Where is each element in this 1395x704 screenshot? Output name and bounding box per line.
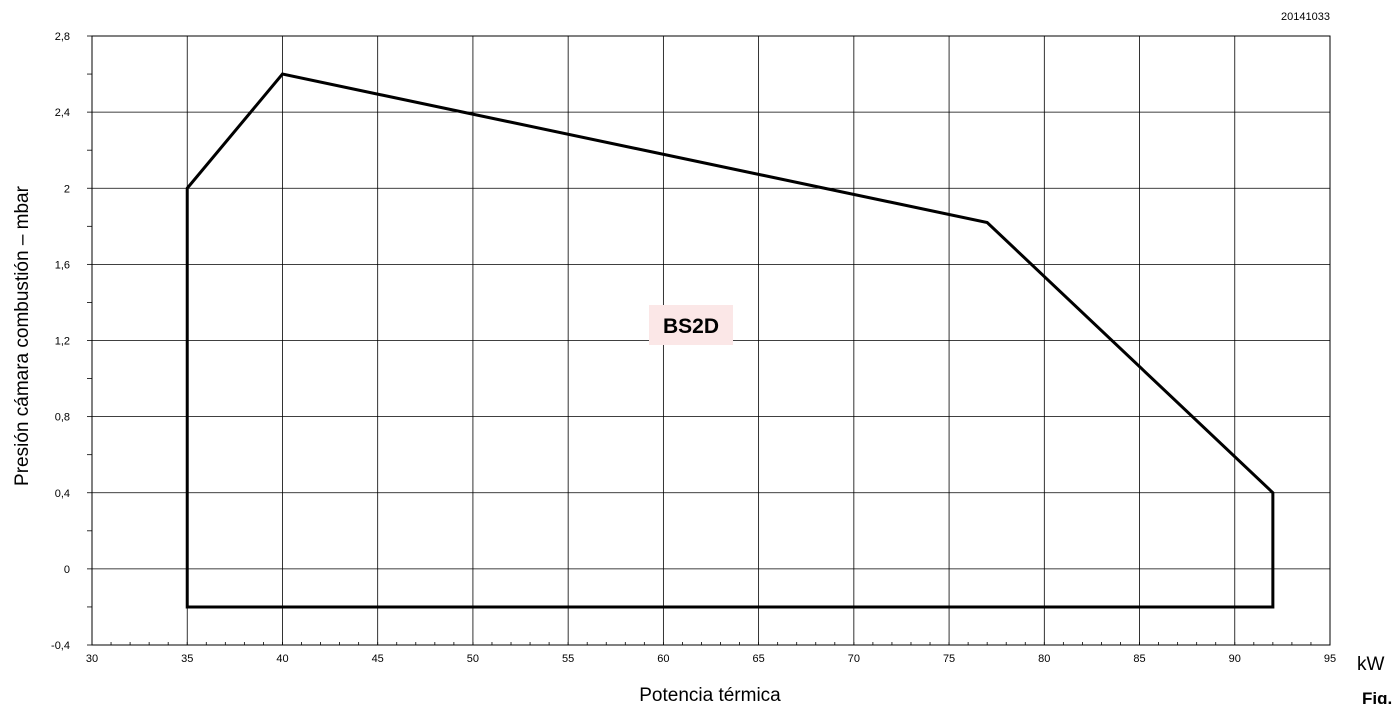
grid [91,35,1331,646]
x-tick-label: 95 [1324,653,1336,665]
x-tick-label: 60 [657,653,669,665]
y-tick-label: -0,4 [51,640,70,652]
x-tick-label: 70 [848,653,860,665]
x-tick-label: 65 [752,653,764,665]
y-tick-label: 2 [64,183,70,195]
x-tick-label: 55 [562,653,574,665]
y-tick-label: 0,8 [55,412,70,424]
series-layer: BS2D [185,72,1275,609]
y-tick-label: 1,6 [55,259,70,271]
x-tick-label: 50 [467,653,479,665]
x-tick-label: 85 [1133,653,1145,665]
x-tick-label: 45 [372,653,384,665]
figure-label: Fig. 3 [1362,689,1395,704]
x-tick-label: 35 [181,653,193,665]
series-label-background [649,305,733,345]
x-tick-label: 80 [1038,653,1050,665]
y-axis-label: Presión cámara combustión – mbar [12,185,33,486]
series-label: BS2D [663,315,719,338]
x-tick-label: 90 [1229,653,1241,665]
document-code: 20141033 [1281,11,1330,23]
x-axis-label: Potencia térmica [639,685,781,704]
y-tick-label: 0,4 [55,488,70,500]
x-tick-label: 30 [86,653,98,665]
y-tick-label: 2,4 [55,107,70,119]
y-tick-label: 1,2 [55,336,70,348]
x-tick-label: 75 [943,653,955,665]
y-axis-ticks: -0,4 0 0,4 0,8 1,2 1,6 2 2,4 2,8 [51,31,92,652]
x-axis-unit: kW [1357,654,1385,675]
series-outline-bs2d [185,72,1275,609]
x-axis-ticks: 30 35 40 45 50 55 60 65 70 75 80 85 90 95 [86,642,1336,665]
x-tick-label: 40 [276,653,288,665]
y-tick-label: 0 [64,564,70,576]
y-tick-label: 2,8 [55,31,70,43]
